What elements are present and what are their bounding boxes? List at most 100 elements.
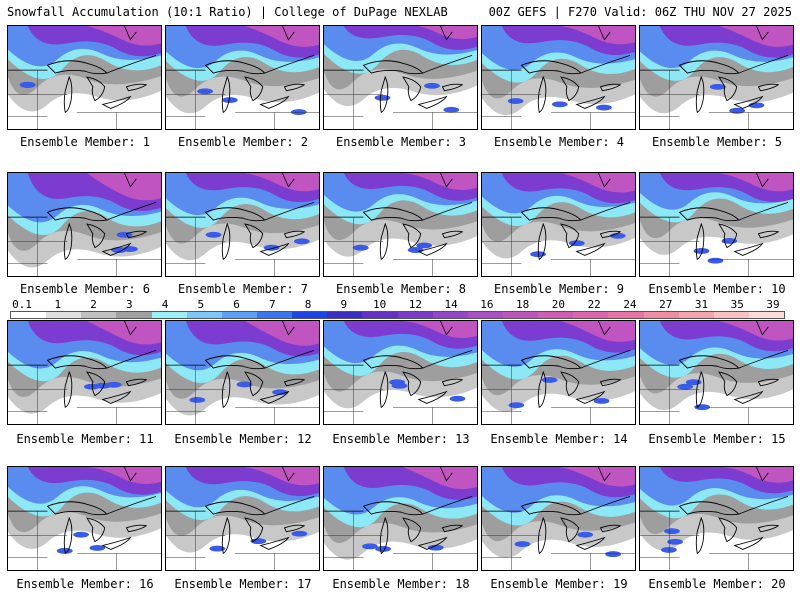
colorbar-swatch (81, 312, 117, 318)
snow-18in-area (393, 26, 477, 40)
snowfall-map (324, 173, 477, 276)
lake-michigan-outline (379, 370, 389, 408)
snowfall-map (482, 173, 635, 276)
snowfall-map (482, 26, 635, 129)
snow-blob (236, 381, 253, 388)
province-border (756, 26, 769, 41)
ensemble-member-map (481, 25, 636, 130)
header-run-info: 00Z GEFS | F270 Valid: 06Z THU NOV 27 20… (488, 5, 792, 19)
lake-ontario-outline (283, 230, 306, 239)
ensemble-member-label: Ensemble Member: 11 (16, 432, 154, 446)
province-border (598, 173, 611, 188)
snow-blob (291, 530, 308, 537)
snow-18in-area (235, 467, 319, 486)
lake-huron-outline (560, 371, 580, 397)
international-border (482, 496, 631, 515)
colorbar-swatch (432, 312, 468, 318)
snow-blob (352, 244, 369, 251)
lake-erie-outline (417, 536, 448, 550)
snow-18in-area (393, 173, 477, 190)
lake-superior-outline (204, 60, 266, 75)
lake-ontario-outline (125, 230, 148, 239)
colorbar-label: 7 (269, 298, 276, 311)
province-border (598, 321, 611, 336)
state-borders (640, 365, 793, 424)
lake-erie-outline (575, 536, 606, 550)
snow-blob (449, 395, 466, 402)
ensemble-member-map (165, 25, 320, 130)
snowfall-map (166, 26, 319, 129)
international-border (166, 55, 315, 74)
snow-18in-area (235, 321, 319, 346)
colorbar-label: 0.1 (12, 298, 32, 311)
province-border (756, 467, 769, 482)
colorbar-label: 4 (161, 298, 169, 311)
colorbar-swatch (573, 312, 609, 318)
lake-superior-outline (520, 501, 582, 516)
lake-erie-outline (417, 242, 448, 256)
lake-erie-outline (575, 242, 606, 256)
snow-blob (577, 531, 594, 538)
colorbar-swatch (256, 312, 293, 318)
state-borders (166, 365, 319, 424)
lake-huron-outline (718, 76, 738, 102)
snow-blob (272, 389, 289, 396)
snowfall-map (324, 467, 477, 570)
international-border (8, 55, 157, 74)
colorbar-swatch (713, 312, 749, 318)
snowfall-map (8, 26, 161, 129)
lake-superior-outline (46, 60, 108, 75)
lake-superior-outline (362, 60, 424, 75)
international-border (166, 350, 315, 369)
snowfall-map (8, 467, 161, 570)
lake-michigan-outline (537, 516, 547, 554)
ensemble-member-label: Ensemble Member: 6 (19, 282, 151, 296)
ensemble-member-map (7, 172, 162, 277)
lake-ontario-outline (441, 378, 464, 387)
snow-blob (514, 541, 531, 548)
colorbar-label: 18 (516, 298, 530, 311)
province-border (756, 321, 769, 336)
ensemble-member-label: Ensemble Member: 1 (19, 135, 151, 149)
ensemble-member-map (639, 172, 794, 277)
lake-huron-outline (86, 517, 106, 543)
snow-blob (427, 544, 444, 551)
ensemble-member-label: Ensemble Member: 15 (648, 432, 786, 446)
state-borders (324, 511, 477, 570)
lake-ontario-outline (441, 83, 464, 92)
snow-blob (189, 397, 206, 403)
lake-ontario-outline (125, 83, 148, 92)
lake-huron-outline (402, 371, 422, 397)
ensemble-member-map (165, 320, 320, 425)
snow-blob (389, 379, 405, 386)
lake-superior-outline (46, 501, 108, 516)
state-borders (8, 70, 161, 129)
lake-ontario-outline (599, 230, 622, 239)
colorbar-swatch (643, 312, 679, 318)
lake-superior-outline (678, 501, 740, 516)
colorbar-label: 27 (659, 298, 673, 311)
state-borders (166, 511, 319, 570)
ensemble-member-label: Ensemble Member: 4 (493, 135, 625, 149)
snow-blob (568, 240, 585, 247)
ensemble-member-map (7, 466, 162, 571)
ensemble-member-map (165, 466, 320, 571)
province-border (282, 173, 295, 188)
province-border (440, 467, 453, 482)
snow-blob (209, 545, 226, 552)
snow-blob (541, 377, 558, 383)
lake-erie-outline (259, 390, 290, 404)
colorbar-swatch (678, 312, 714, 318)
state-borders (482, 70, 635, 129)
snow-blob (667, 538, 683, 545)
lake-huron-outline (86, 76, 106, 102)
lake-huron-outline (402, 517, 422, 543)
snow-blob (73, 531, 89, 538)
snow-blob (593, 398, 610, 404)
lake-erie-outline (733, 536, 764, 550)
ensemble-member-map (165, 172, 320, 277)
international-border (640, 350, 789, 369)
international-border (482, 202, 631, 221)
colorbar-label: 14 (444, 298, 458, 311)
lake-erie-outline (733, 95, 764, 109)
